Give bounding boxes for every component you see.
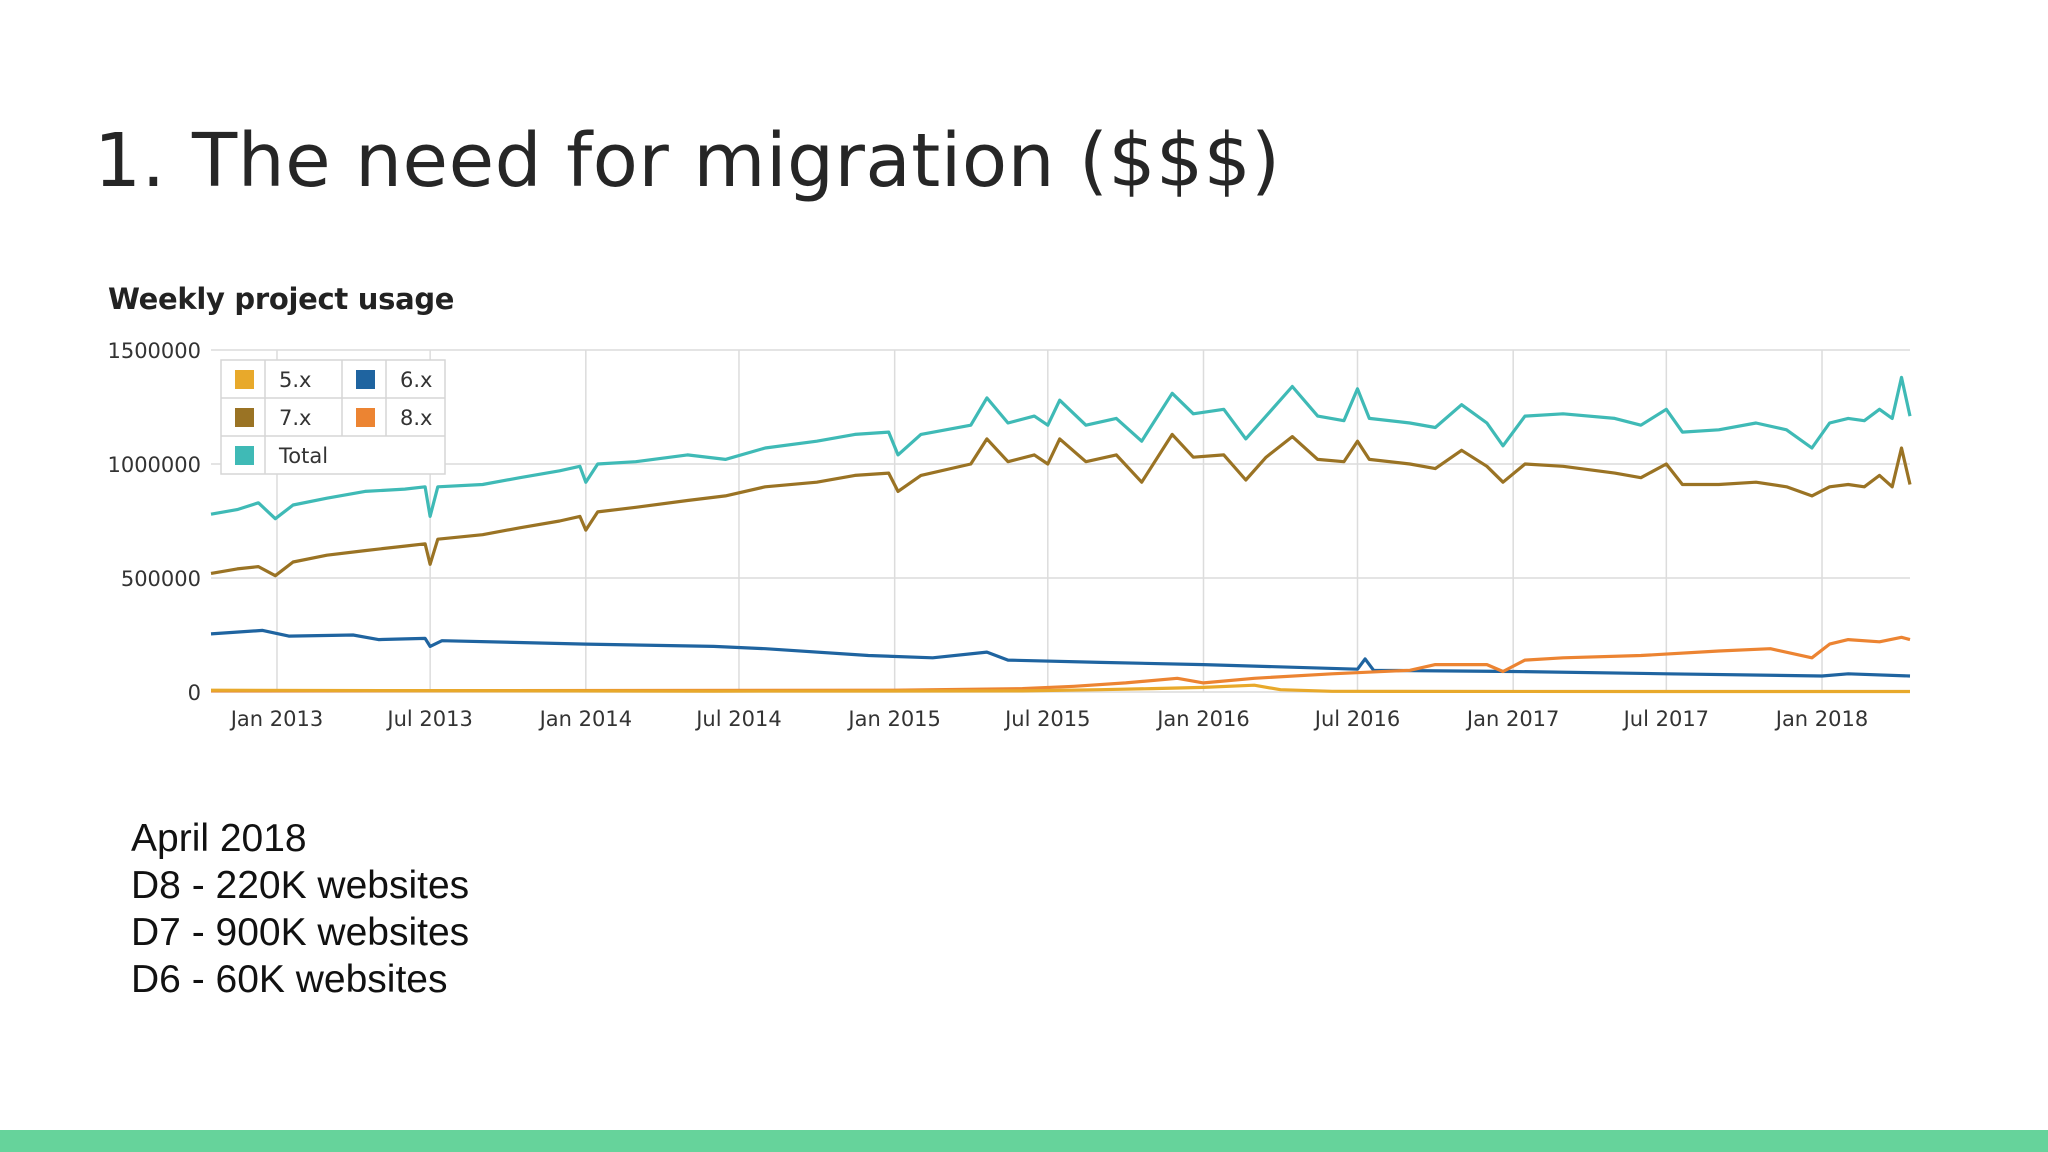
- slide-title: 1. The need for migration ($$$): [94, 118, 1281, 204]
- plot-area: [211, 350, 1910, 692]
- x-tick-label: Jan 2014: [538, 707, 633, 731]
- x-tick-label: Jul 2017: [1622, 707, 1709, 731]
- legend-label: 7.x: [279, 406, 311, 430]
- slide-title-number: 1.: [94, 118, 166, 204]
- chart-title: Weekly project usage: [108, 282, 455, 316]
- x-tick-label: Jan 2018: [1774, 707, 1869, 731]
- legend-swatch: [235, 446, 254, 465]
- x-tick-label: Jan 2017: [1465, 707, 1560, 731]
- legend-label: 6.x: [400, 368, 432, 392]
- usage-line-chart: 0 500000 1000000 1500000 Jan 2013 Jul 2013 Jan…: [107, 339, 1912, 731]
- legend-swatch: [356, 408, 375, 427]
- series-line-7-x: [210, 432, 1912, 578]
- series-line-total: [210, 375, 1912, 521]
- x-tick-label: Jul 2013: [385, 707, 472, 731]
- y-tick-label: 0: [188, 681, 201, 705]
- x-tick-label: Jan 2013: [229, 707, 324, 731]
- x-tick-label: Jul 2015: [1003, 707, 1090, 731]
- series-line-6-x: [210, 628, 1911, 678]
- series-line-8-x: [210, 635, 1911, 693]
- x-tick-label: Jul 2016: [1313, 707, 1400, 731]
- note-line: D6 - 60K websites: [131, 958, 448, 1001]
- y-tick-label: 500000: [121, 567, 201, 591]
- series-line-5-x: [210, 683, 1910, 694]
- legend-swatch: [356, 370, 375, 389]
- legend-label: 8.x: [400, 406, 432, 430]
- slide-notes: April 2018 D8 - 220K websites D7 - 900K …: [131, 815, 469, 1003]
- note-line: D8 - 220K websites: [131, 864, 470, 907]
- footer-accent-bar: [0, 1130, 2048, 1152]
- y-tick-label: 1500000: [107, 339, 201, 363]
- legend-box: [220, 359, 446, 475]
- slide-title-text: The need for migration ($$$): [192, 118, 1281, 204]
- x-tick-label: Jan 2016: [1155, 707, 1250, 731]
- legend-label: 5.x: [279, 368, 311, 392]
- y-tick-label: 1000000: [107, 453, 201, 477]
- legend-swatch: [235, 370, 254, 389]
- x-tick-label: Jan 2015: [846, 707, 941, 731]
- note-line: April 2018: [131, 817, 307, 860]
- legend-label: Total: [278, 444, 328, 468]
- note-line: D7 - 900K websites: [131, 911, 470, 954]
- legend-swatch: [235, 408, 254, 427]
- x-tick-label: Jul 2014: [694, 707, 781, 731]
